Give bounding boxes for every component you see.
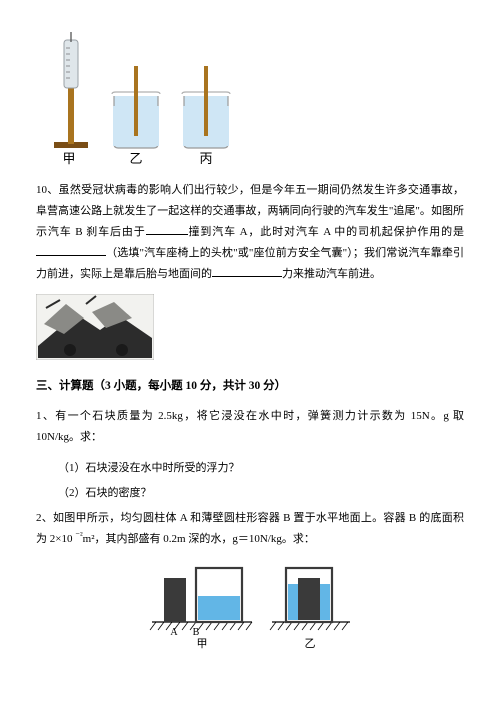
svg-text:B: B xyxy=(193,627,200,638)
svg-text:A: A xyxy=(170,627,178,638)
q10-blank-1[interactable] xyxy=(146,223,188,234)
svg-text:乙: 乙 xyxy=(129,151,142,166)
question-3-1: 1、有一个石块质量为 2.5kg，将它浸没在水中时，弹簧测力计示数为 15N。g… xyxy=(36,406,464,448)
svg-text:丙: 丙 xyxy=(199,151,212,166)
svg-text:甲: 甲 xyxy=(62,151,75,166)
beakers-svg: 甲 乙 丙 xyxy=(36,28,246,166)
q10-text-2: 撞到汽车 A，此时对汽车 A 中的司机起保护作用的是 xyxy=(188,226,464,238)
question-3-2: 2、如图甲所示，均匀圆柱体 A 和薄壁圆柱形容器 B 置于水平地面上。容器 B … xyxy=(36,508,464,550)
q10-number: 10、 xyxy=(36,184,59,196)
beaker-yi xyxy=(112,66,160,148)
figure-cylinders: A B 甲 乙 xyxy=(36,560,464,658)
question-3-1-sub2: （2）石块的密度？ xyxy=(36,483,464,504)
svg-text:甲: 甲 xyxy=(197,638,208,650)
beaker-bing xyxy=(182,66,230,148)
section-3-title: 三、计算题（3 小题，每小题 10 分，共计 30 分） xyxy=(36,376,464,398)
apparatus-jia xyxy=(54,32,88,148)
q10-text-4: 力来推动汽车前进。 xyxy=(282,268,381,280)
q10-blank-3[interactable] xyxy=(212,265,282,276)
figure-car-crash xyxy=(36,294,464,360)
q3-2-exponent: ⁻² xyxy=(75,530,82,540)
figure-beakers: 甲 乙 丙 xyxy=(36,28,464,166)
question-3-1-sub1: （1）石块浸没在水中时所受的浮力？ xyxy=(36,458,464,479)
q3-2-text-b: m²，其内部盛有 0.2m 深的水，g＝10N/kg。求： xyxy=(83,533,315,545)
q10-blank-2[interactable] xyxy=(36,244,106,255)
svg-text:乙: 乙 xyxy=(305,637,316,650)
question-10: 10、虽然受冠状病毒的影响人们出行较少，但是今年五一期间仍然发生许多交通事故，阜… xyxy=(36,180,464,284)
